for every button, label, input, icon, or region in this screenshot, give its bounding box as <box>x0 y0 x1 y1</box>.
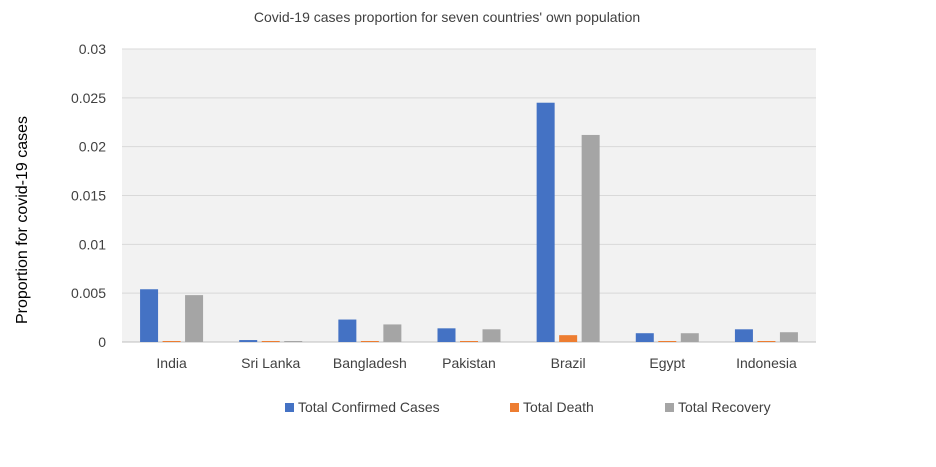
bar-total-death <box>360 341 379 342</box>
y-axis-label: Proportion for covid-19 cases <box>14 116 31 324</box>
bar-total-confirmed-cases <box>734 329 753 342</box>
x-tick-label: Egypt <box>649 355 685 371</box>
bar-total-death <box>757 341 776 342</box>
bar-total-recovery <box>482 329 501 342</box>
y-tick-label: 0.015 <box>71 188 106 204</box>
legend-label: Total Recovery <box>678 399 771 415</box>
bar-total-recovery <box>779 332 798 342</box>
x-tick-label: Pakistan <box>442 355 496 371</box>
bar-total-confirmed-cases <box>140 289 159 342</box>
legend-swatch <box>665 403 674 412</box>
legend-swatch <box>285 403 294 412</box>
bar-total-recovery <box>284 341 303 342</box>
bar-total-recovery <box>383 324 402 342</box>
x-tick-label: Bangladesh <box>333 355 407 371</box>
y-tick-label: 0.01 <box>79 236 106 252</box>
legend-label: Total Death <box>523 399 594 415</box>
bar-total-recovery <box>185 295 204 342</box>
bar-total-confirmed-cases <box>437 328 456 342</box>
y-tick-label: 0.025 <box>71 90 106 106</box>
bar-total-death <box>460 341 478 342</box>
plot-area: 0 0.005 0.01 0.015 0.02 0.025 0.03 India Sri Lan… <box>71 41 816 371</box>
chart-title: Covid-19 cases proportion for seven coun… <box>254 9 640 25</box>
x-tick-label: Indonesia <box>736 355 797 371</box>
y-tick-label: 0.02 <box>79 139 106 155</box>
x-tick-label: Brazil <box>551 355 586 371</box>
y-tick-label: 0.03 <box>79 41 106 57</box>
bar-total-recovery <box>680 333 699 342</box>
legend: Total Confirmed Cases Total Death Total Re… <box>285 399 771 415</box>
bar-total-confirmed-cases <box>239 340 258 342</box>
bar-total-death <box>261 341 280 342</box>
x-tick-label: Sri Lanka <box>241 355 300 371</box>
y-tick-label: 0 <box>98 334 106 350</box>
bar-total-death <box>162 341 181 342</box>
legend-swatch <box>510 403 519 412</box>
bar-total-confirmed-cases <box>635 333 654 342</box>
bar-total-confirmed-cases <box>338 319 357 342</box>
bar-total-recovery <box>581 134 600 342</box>
bar-total-death <box>658 341 677 342</box>
legend-label: Total Confirmed Cases <box>298 399 440 415</box>
bar-total-death <box>559 335 578 342</box>
x-tick-label: India <box>156 355 187 371</box>
bar-total-confirmed-cases <box>536 102 555 342</box>
y-tick-label: 0.005 <box>71 285 106 301</box>
